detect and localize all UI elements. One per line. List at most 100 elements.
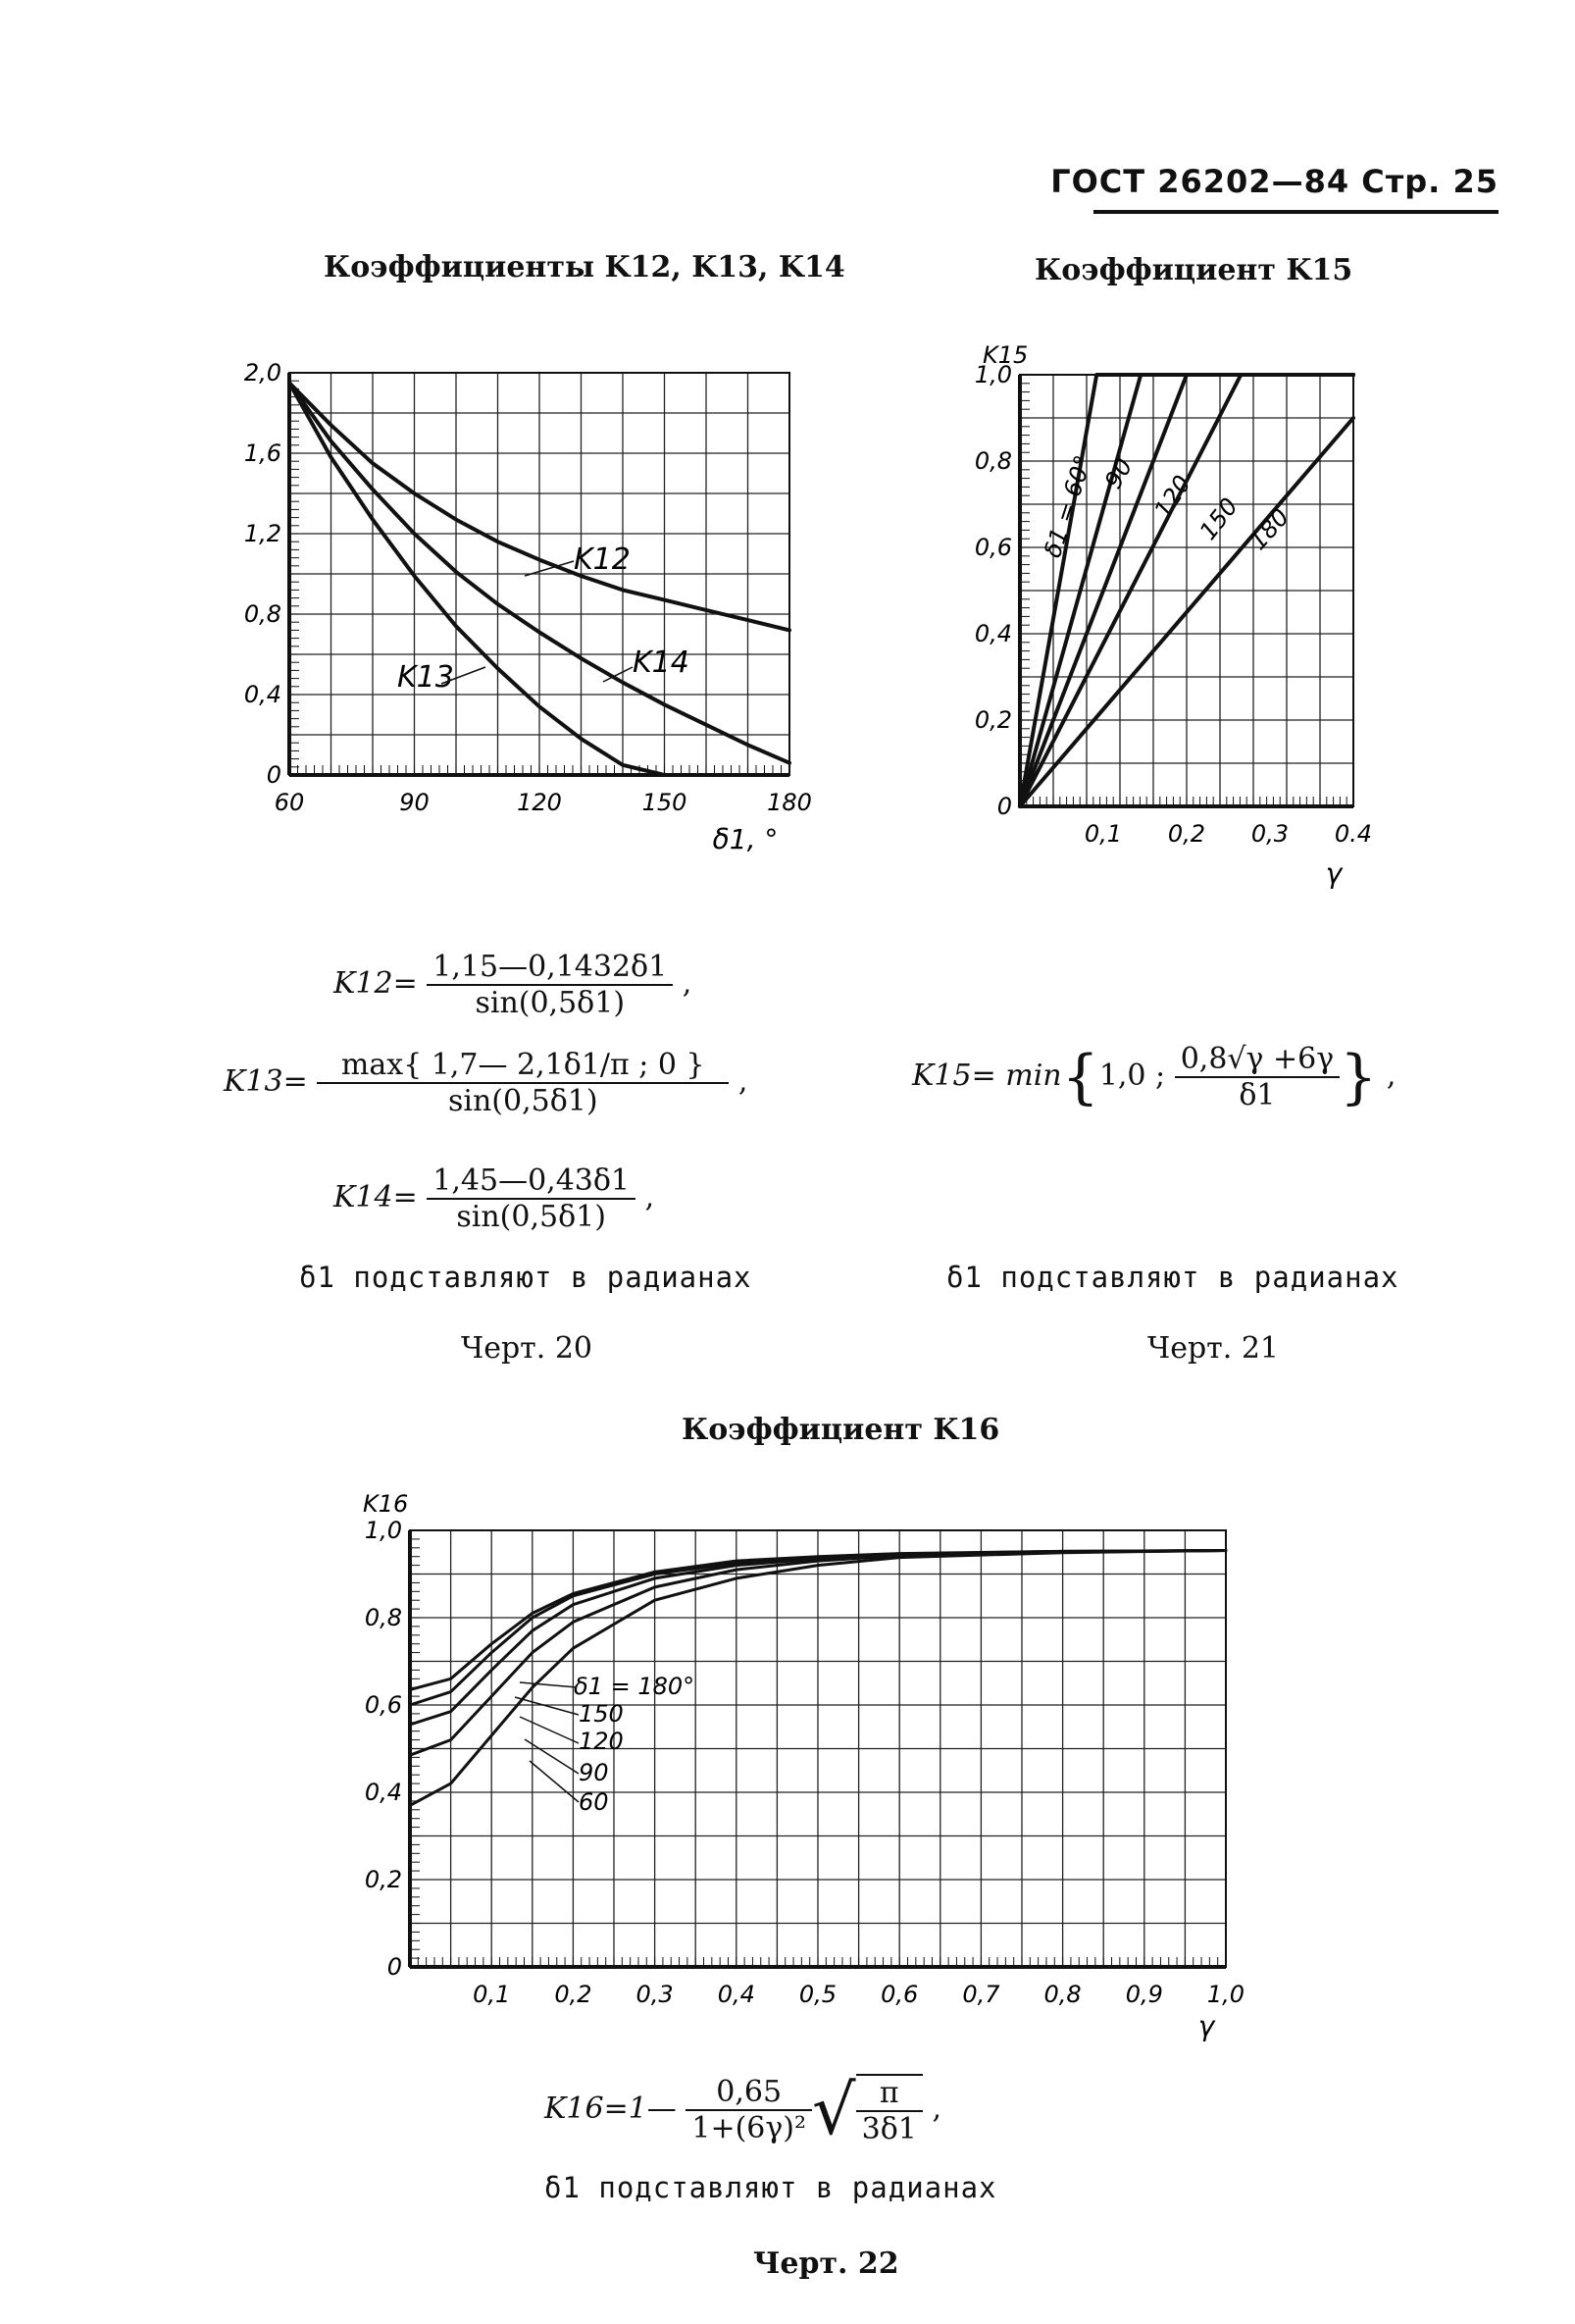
k16-root-numerator: π xyxy=(855,2076,923,2112)
series-line xyxy=(287,381,791,765)
series-line xyxy=(408,1549,1228,1807)
k12-formula: K12= 1,15—0,1432δ1 sin(0,5δ1) , xyxy=(333,950,692,1020)
x-tick-label: 120 xyxy=(517,789,562,816)
x-tick-label: 0,7 xyxy=(962,1981,1000,2008)
label-leader xyxy=(602,666,634,683)
y-tick-label: 1,2 xyxy=(244,520,281,547)
series-line xyxy=(287,381,667,777)
series-label: δ1 = 60° xyxy=(1039,452,1097,561)
label-leader xyxy=(440,666,486,685)
x-axis-label: γ xyxy=(1326,857,1344,890)
series-line xyxy=(1018,416,1355,808)
chart20-plot: 60 90 120 150 180 0 0,4 0,8 1,2 1,6 2,0 δ1, ° K12 K13… xyxy=(244,359,812,855)
x-tick-label: 180 xyxy=(767,789,812,816)
chart22-title: Коэффициент K16 xyxy=(682,1413,1000,1447)
series-label: 60 xyxy=(579,1788,609,1816)
chart22-plot: 0,1 0,2 0,3 0,4 0,5 0,6 0,7 0,8 0,9 1,0 0 0,2 0,4 0,6… xyxy=(363,1490,1245,2042)
x-axis-label: δ1, ° xyxy=(713,823,779,855)
k15-denominator: δ1 xyxy=(1239,1078,1276,1112)
series-line xyxy=(1018,373,1355,808)
x-tick-label: 0,1 xyxy=(1085,820,1122,848)
x-tick-label: 0,8 xyxy=(1044,1981,1082,2008)
chart20-caption: Черт. 20 xyxy=(461,1331,592,1366)
page-header: ГОСТ 26202—84 Стр. 25 xyxy=(1050,163,1499,200)
x-tick-label: 0,1 xyxy=(473,1981,510,2008)
k13-formula: K13= max{ 1,7— 2,1δ1/π ; 0 } sin(0,5δ1) , xyxy=(224,1048,748,1118)
y-tick-label: 0 xyxy=(387,1953,402,1981)
x-tick-label: 90 xyxy=(399,789,430,816)
x-tick-label: 1,0 xyxy=(1207,1981,1245,2008)
y-tick-label: 0,8 xyxy=(244,600,281,628)
series-line xyxy=(287,381,791,633)
k16-root-denominator: 3δ1 xyxy=(861,2112,917,2146)
k16-lhs: K16=1— xyxy=(544,2092,677,2126)
y-tick-label: 0 xyxy=(267,761,281,789)
k16-denominator: 1+(6γ)² xyxy=(691,2111,807,2145)
k13-lhs: K13= xyxy=(224,1064,308,1099)
k14-formula: K14= 1,45—0,43δ1 sin(0,5δ1) , xyxy=(333,1163,655,1234)
k14-denominator: sin(0,5δ1) xyxy=(456,1200,606,1234)
y-tick-label: 1,0 xyxy=(975,361,1012,388)
chart22-note: δ1 подставляют в радианах xyxy=(544,2171,997,2204)
k13-numerator: max{ 1,7— 2,1δ1/π ; 0 } xyxy=(317,1048,730,1084)
chart20-title: Коэффициенты K12, K13, K14 xyxy=(324,250,845,284)
y-tick-label: 0,2 xyxy=(365,1866,402,1893)
y-tick-label: 0 xyxy=(997,793,1012,820)
label-leader xyxy=(514,1696,580,1716)
y-tick-label: 0,4 xyxy=(975,620,1012,647)
series-label: 150 xyxy=(1194,492,1244,544)
y-tick-label: 1,6 xyxy=(244,439,281,467)
y-tick-label: 0,8 xyxy=(975,447,1012,475)
x-tick-label: 0,6 xyxy=(881,1981,918,2008)
series-label: K13 xyxy=(397,660,454,695)
k14-lhs: K14= xyxy=(333,1180,418,1214)
y-tick-label: 0,8 xyxy=(365,1604,402,1631)
y-tick-label: 0,4 xyxy=(244,681,281,708)
label-leader xyxy=(529,1760,580,1803)
label-leader xyxy=(519,1681,578,1688)
series-label: 90 xyxy=(1099,454,1139,493)
x-tick-label: 0.4 xyxy=(1335,820,1372,848)
chart21-note: δ1 подставляют в радианах xyxy=(946,1261,1399,1294)
y-tick-label: 0,6 xyxy=(975,534,1012,561)
x-tick-label: 60 xyxy=(275,789,305,816)
k15-numerator: 0,8√γ +6γ xyxy=(1174,1042,1341,1078)
label-leader xyxy=(524,560,575,577)
series-label: 120 xyxy=(579,1728,624,1755)
chart21-plot: 0,1 0,2 0,3 0.4 0 0,2 0,4 0,6 0,8 1,0 γ K15 δ1 = 60°… xyxy=(975,341,1372,890)
y-tick-label: 0,6 xyxy=(365,1691,402,1719)
x-tick-label: 0,2 xyxy=(1168,820,1205,848)
y-axis-label: K15 xyxy=(983,341,1028,369)
y-axis-label: K16 xyxy=(363,1490,408,1518)
x-axis-label: γ xyxy=(1198,2010,1216,2042)
x-tick-label: 0,5 xyxy=(799,1981,837,2008)
y-tick-label: 0,2 xyxy=(975,706,1012,734)
label-leader xyxy=(519,1716,580,1744)
k16-numerator: 0,65 xyxy=(686,2075,813,2111)
x-tick-label: 0,3 xyxy=(636,1981,674,2008)
x-tick-label: 0,2 xyxy=(554,1981,591,2008)
x-tick-label: 0,9 xyxy=(1126,1981,1163,2008)
series-label: 150 xyxy=(579,1700,624,1728)
series-label: 90 xyxy=(579,1759,609,1786)
k16-tail: , xyxy=(932,2092,941,2126)
k15-formula: K15= min{1,0 ; 0,8√γ +6γ δ1} , xyxy=(912,1042,1397,1112)
chart20-note: δ1 подставляют в радианах xyxy=(299,1261,752,1294)
header-rule xyxy=(1093,210,1499,214)
series-label: K12 xyxy=(574,542,631,577)
series-label: K14 xyxy=(633,646,689,680)
k13-denominator: sin(0,5δ1) xyxy=(447,1084,598,1118)
y-tick-label: 1,0 xyxy=(365,1517,402,1544)
k15-lhs: K15= min xyxy=(912,1059,1062,1093)
k12-denominator: sin(0,5δ1) xyxy=(475,986,626,1020)
series-label: δ1 = 180° xyxy=(574,1673,694,1700)
x-tick-label: 0,3 xyxy=(1251,820,1289,848)
x-tick-label: 150 xyxy=(642,789,687,816)
x-tick-label: 0,4 xyxy=(718,1981,755,2008)
chart22-caption: Черт. 22 xyxy=(753,2247,899,2281)
y-tick-label: 2,0 xyxy=(244,359,281,387)
k12-numerator: 1,15—0,1432δ1 xyxy=(427,950,674,986)
k16-formula: K16=1— 0,65 1+(6γ)² √ π 3δ1 , xyxy=(544,2070,941,2150)
y-tick-label: 0,4 xyxy=(365,1779,402,1806)
k12-lhs: K12= xyxy=(333,966,418,1001)
